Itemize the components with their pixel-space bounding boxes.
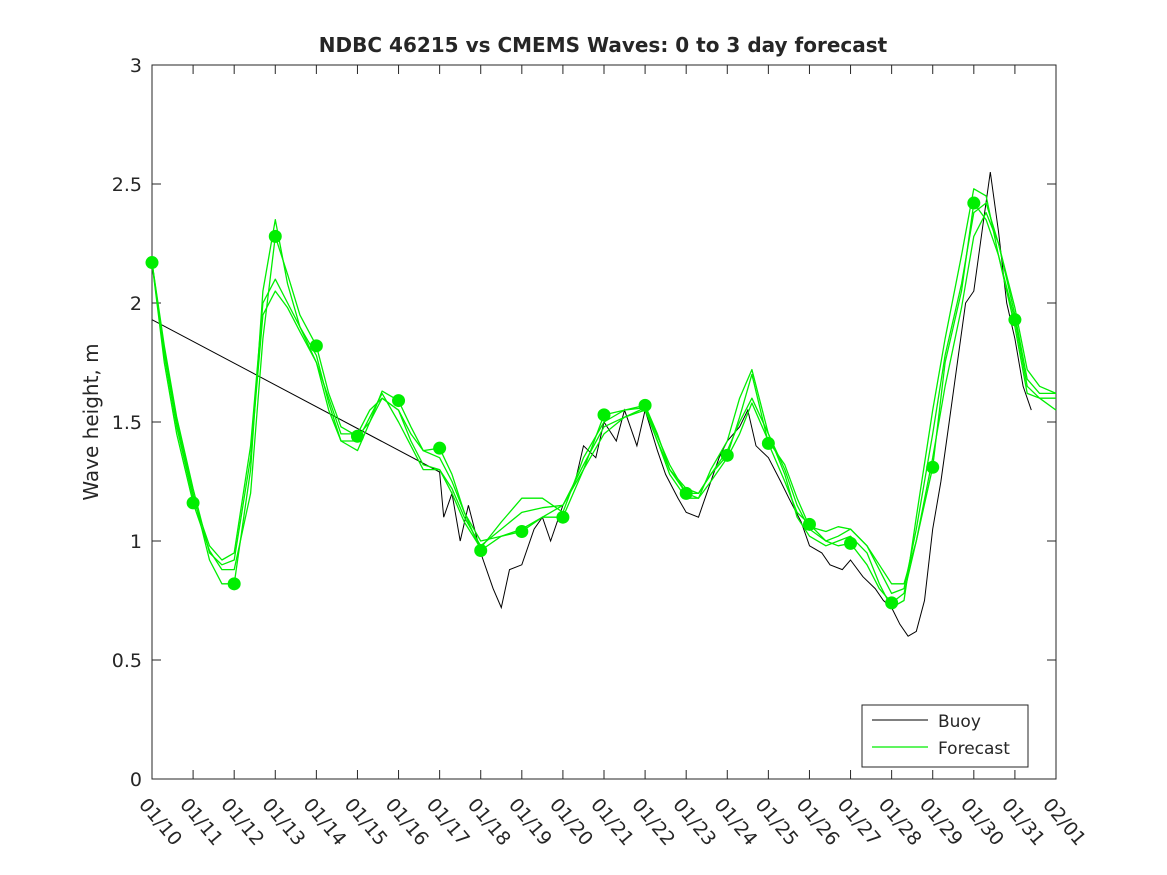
forecast-line	[151, 188, 1056, 609]
forecast-line	[151, 211, 1057, 585]
forecast-marker	[515, 524, 529, 538]
forecast-marker	[433, 441, 447, 455]
forecast-marker	[145, 256, 159, 270]
legend: Buoy Forecast	[861, 704, 1029, 768]
forecast-marker	[392, 394, 406, 408]
forecast-marker	[474, 544, 488, 558]
y-tick-label: 0	[130, 769, 142, 791]
y-tick-label: 3	[130, 55, 142, 77]
y-tick-label: 0.5	[112, 650, 142, 672]
forecast-marker	[802, 517, 816, 531]
legend-forecast-label: Forecast	[938, 739, 1010, 759]
forecast-marker	[885, 596, 899, 610]
forecast-marker	[1008, 313, 1022, 327]
buoy-line	[151, 172, 1032, 637]
y-tick-label: 1	[130, 531, 142, 553]
forecast-marker	[679, 486, 693, 500]
legend-box	[861, 704, 1029, 768]
chart-title: NDBC 46215 vs CMEMS Waves: 0 to 3 day fo…	[319, 33, 888, 57]
forecast-marker	[720, 448, 734, 462]
y-tick-label: 1.5	[112, 412, 142, 434]
forecast-marker	[967, 196, 981, 210]
forecast-marker	[926, 460, 940, 474]
forecast-marker	[761, 436, 775, 450]
forecast-marker	[556, 510, 570, 524]
forecast-marker	[309, 339, 323, 353]
forecast-marker	[350, 429, 364, 443]
forecast-marker	[844, 536, 858, 550]
forecast-marker	[186, 496, 200, 510]
series-layer	[145, 172, 1057, 637]
forecast-marker	[597, 408, 611, 422]
forecast-marker	[638, 398, 652, 412]
forecast-marker	[268, 229, 282, 243]
y-axis-label: Wave height, m	[79, 343, 103, 500]
y-axis: 0 0.5 1 1.5 2 2.5 3	[112, 55, 1056, 791]
y-tick-label: 2.5	[112, 174, 142, 196]
y-tick-label: 2	[130, 293, 142, 315]
forecast-marker	[227, 577, 241, 591]
legend-buoy-label: Buoy	[938, 712, 981, 732]
